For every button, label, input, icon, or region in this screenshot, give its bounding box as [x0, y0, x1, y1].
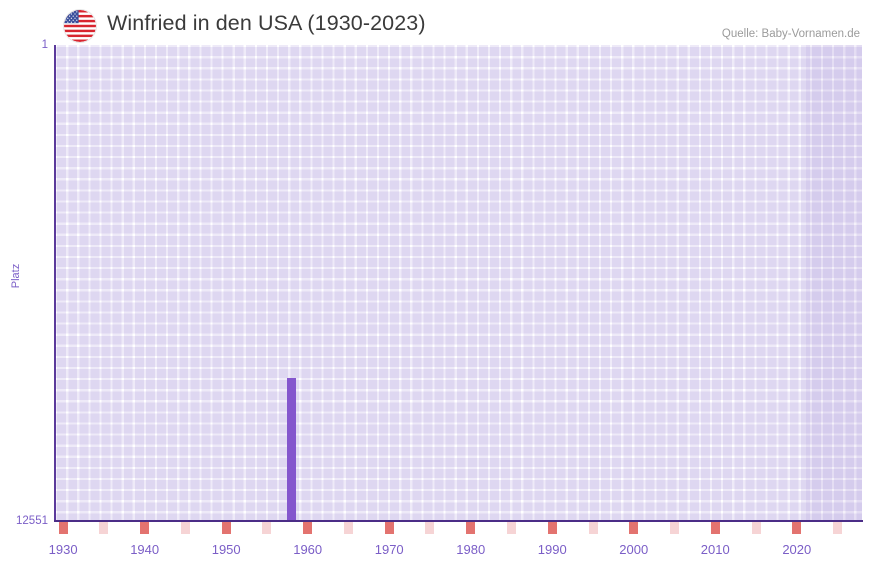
x-axis-label-1980: 1980	[456, 542, 486, 557]
page-title: Winfried in den USA (1930-2023)	[107, 11, 426, 35]
x-axis-tick-1940	[140, 522, 150, 534]
x-axis-tick-1985	[506, 522, 516, 534]
x-axis-tick-2025	[833, 522, 843, 534]
x-axis-label-1960: 1960	[293, 542, 323, 557]
x-axis-label-2000: 2000	[619, 542, 649, 557]
plot-gridlines	[55, 45, 862, 521]
x-axis-label-1940: 1940	[130, 542, 160, 557]
x-axis-line	[54, 520, 863, 522]
x-axis-tick-2010	[710, 522, 720, 534]
x-axis-tick-1975	[425, 522, 435, 534]
data-bar[interactable]	[287, 377, 296, 521]
x-axis-tick-2005	[670, 522, 679, 534]
y-axis-tick-top: 1	[41, 39, 48, 51]
y-axis-tick-bottom: 12551	[16, 515, 48, 527]
y-axis-line	[54, 45, 56, 522]
y-axis-title: Platz	[10, 263, 22, 289]
x-axis-label-2020: 2020	[782, 542, 812, 557]
x-axis-tick-2020	[792, 522, 802, 534]
x-axis-tick-1960	[303, 522, 313, 534]
x-axis-tick-1980	[466, 522, 476, 534]
x-axis-label-1950: 1950	[211, 542, 241, 557]
chart-header: Winfried in den USA (1930-2023) Quelle: …	[0, 0, 873, 45]
x-axis-tick-1935	[99, 522, 109, 534]
x-axis-tick-1965	[343, 522, 353, 534]
x-axis-tick-1945	[180, 522, 190, 534]
chart-source-label: Quelle: Baby-Vornamen.de	[721, 28, 860, 40]
x-axis-tick-2000	[629, 522, 639, 534]
x-axis-tick-1995	[588, 522, 598, 534]
x-axis-label-1970: 1970	[374, 542, 404, 557]
x-axis-tick-1970	[384, 522, 394, 534]
x-axis-tick-1955	[262, 522, 272, 534]
x-axis-tick-2015	[751, 522, 761, 534]
x-axis-tick-1950	[221, 522, 231, 534]
x-axis-label-1990: 1990	[537, 542, 567, 557]
us-flag-icon	[64, 10, 96, 42]
x-axis-label-2010: 2010	[700, 542, 730, 557]
x-axis-tick-1990	[547, 522, 557, 534]
x-axis-tick-1930	[58, 522, 68, 534]
plot-area	[55, 45, 862, 521]
x-axis-label-1930: 1930	[48, 542, 78, 557]
